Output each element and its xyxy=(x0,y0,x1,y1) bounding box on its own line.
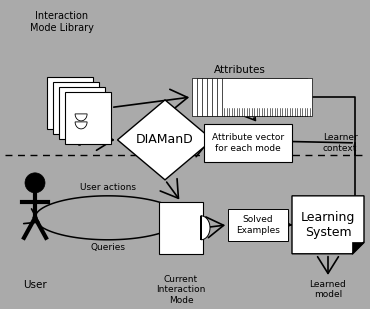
Text: Learning
System: Learning System xyxy=(301,211,355,239)
Text: DIAManD: DIAManD xyxy=(136,133,194,146)
Bar xyxy=(207,78,297,116)
Bar xyxy=(222,78,312,116)
Text: User actions: User actions xyxy=(80,183,136,192)
Bar xyxy=(159,202,203,254)
Polygon shape xyxy=(75,122,87,129)
Text: Learned
model: Learned model xyxy=(310,280,346,299)
Text: Solved
Examples: Solved Examples xyxy=(236,215,280,235)
Polygon shape xyxy=(118,100,212,180)
Text: Attributes: Attributes xyxy=(214,65,266,75)
Text: Current
Interaction
Mode: Current Interaction Mode xyxy=(156,275,206,305)
Polygon shape xyxy=(201,216,210,240)
Bar xyxy=(228,209,288,241)
Bar xyxy=(197,78,287,116)
Bar xyxy=(59,87,105,139)
Bar xyxy=(204,124,292,162)
Polygon shape xyxy=(75,114,87,121)
Bar xyxy=(65,92,111,144)
Bar xyxy=(212,78,302,116)
Bar xyxy=(47,77,93,129)
Text: Queries: Queries xyxy=(91,243,125,252)
Bar xyxy=(217,78,307,116)
Text: Learner
context: Learner context xyxy=(323,133,357,153)
Text: Interaction
Mode Library: Interaction Mode Library xyxy=(30,11,94,33)
Polygon shape xyxy=(352,242,364,254)
Text: Attribute vector
for each mode: Attribute vector for each mode xyxy=(212,133,284,153)
Bar xyxy=(202,78,292,116)
Bar xyxy=(192,78,282,116)
Polygon shape xyxy=(292,196,364,254)
Text: User: User xyxy=(23,280,47,290)
Bar xyxy=(53,82,99,134)
Circle shape xyxy=(25,173,45,193)
